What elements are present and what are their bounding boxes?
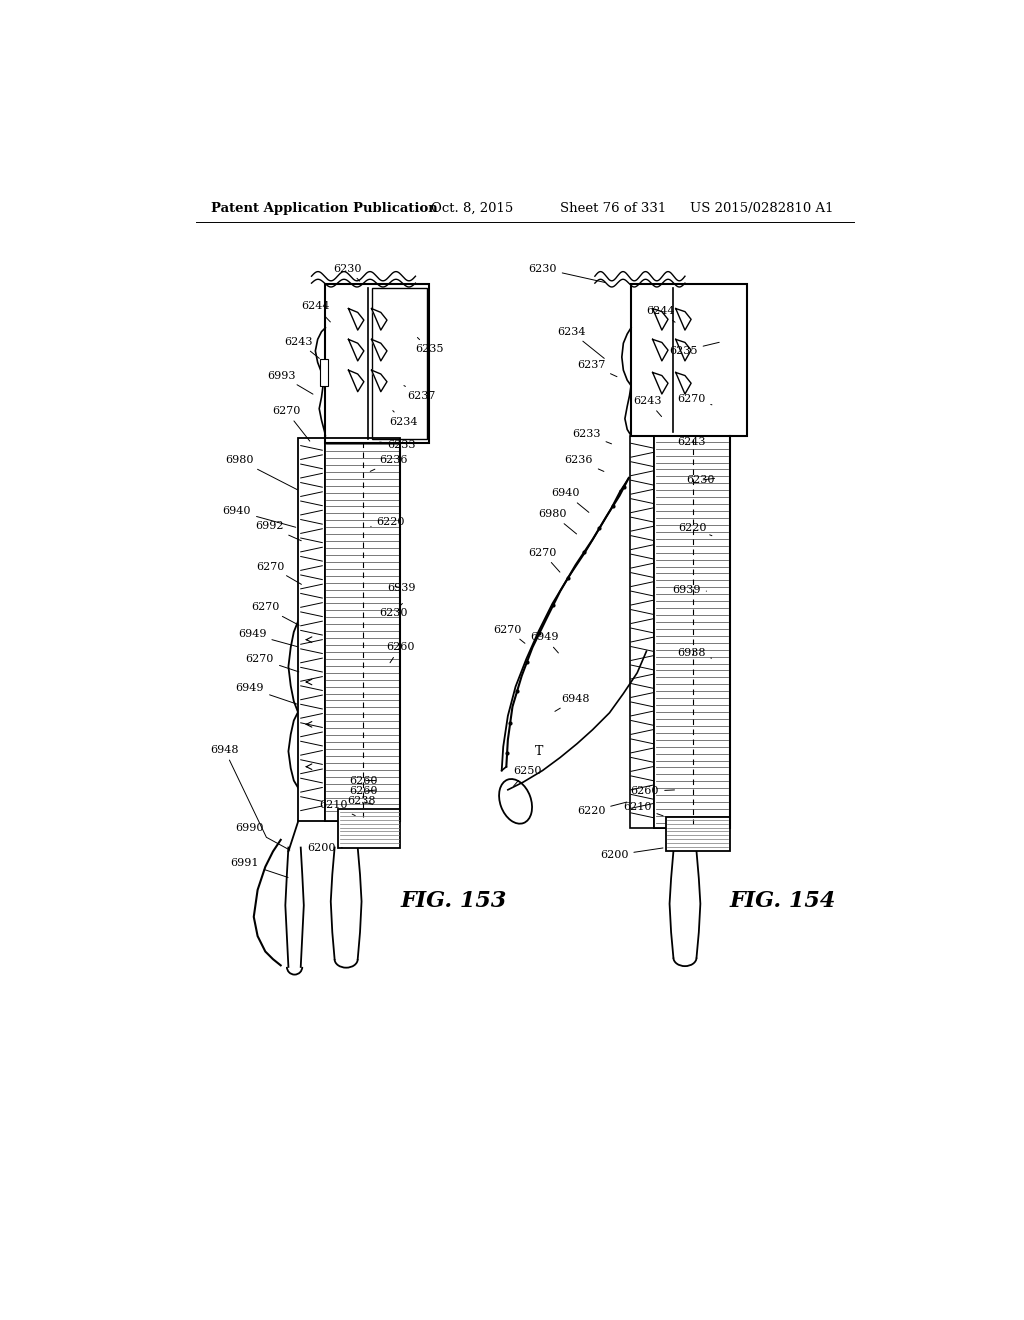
Text: Patent Application Publication: Patent Application Publication [211,202,438,215]
Text: 6238: 6238 [347,796,376,807]
Polygon shape [348,339,364,360]
Text: T: T [535,744,543,758]
Text: 6235: 6235 [415,338,443,354]
Text: 6236: 6236 [371,455,409,471]
Text: 6230: 6230 [686,475,715,486]
Text: 6243: 6243 [285,337,319,359]
Text: FIG. 153: FIG. 153 [400,891,507,912]
Polygon shape [676,309,691,330]
Text: 6948: 6948 [210,744,266,837]
Polygon shape [372,339,387,360]
Text: 6244: 6244 [646,306,675,322]
Bar [630,436,654,829]
Text: 6980: 6980 [225,455,298,490]
Text: 6250: 6250 [513,766,542,787]
Text: 6980: 6980 [539,510,577,533]
Text: 6260: 6260 [386,643,415,663]
Text: 6220: 6220 [679,523,712,536]
Text: 6236: 6236 [564,455,604,471]
Text: 6940: 6940 [551,488,589,512]
Text: 6233: 6233 [380,440,416,450]
Text: 6230: 6230 [528,264,605,282]
Bar [298,438,325,821]
Bar [326,284,429,444]
Text: 6243: 6243 [634,396,663,417]
Text: 6940: 6940 [222,506,296,527]
Bar [339,809,400,847]
Text: Oct. 8, 2015: Oct. 8, 2015 [431,202,513,215]
Text: 6270: 6270 [494,624,525,643]
Text: 6270: 6270 [257,561,301,585]
Polygon shape [652,339,668,360]
Polygon shape [676,372,691,395]
Text: 6991: 6991 [230,858,288,878]
Polygon shape [372,309,387,330]
Polygon shape [372,370,387,392]
Text: 6230: 6230 [334,264,361,281]
Text: 6210: 6210 [318,800,355,816]
Bar [654,436,730,829]
Bar [631,284,746,436]
Polygon shape [348,309,364,330]
Text: 6949: 6949 [238,630,297,647]
Text: 6939: 6939 [387,583,416,593]
Text: 6948: 6948 [555,694,590,711]
Text: 6990: 6990 [236,824,290,850]
Text: 6220: 6220 [577,803,627,816]
Text: 6270: 6270 [677,393,712,405]
Polygon shape [676,339,691,360]
Text: 6270: 6270 [528,548,560,572]
Text: 6200: 6200 [600,847,663,861]
Text: Sheet 76 of 331: Sheet 76 of 331 [560,202,667,215]
Text: 6260: 6260 [349,787,378,796]
Text: 6200: 6200 [307,842,342,853]
Text: 6235: 6235 [669,342,719,356]
Text: 6993: 6993 [267,371,313,395]
Bar [325,438,400,821]
Text: 6237: 6237 [577,360,617,376]
Text: US 2015/0282810 A1: US 2015/0282810 A1 [689,202,834,215]
Polygon shape [652,372,668,395]
Text: 6244: 6244 [301,301,331,322]
Text: 6260: 6260 [349,776,378,785]
Bar [372,288,427,440]
Text: 6237: 6237 [403,385,436,400]
Text: 6270: 6270 [246,653,299,672]
Text: 6260: 6260 [631,787,675,796]
Polygon shape [652,309,668,330]
Polygon shape [348,370,364,392]
Bar [319,359,328,385]
Text: 6243: 6243 [677,437,712,446]
Text: 6939: 6939 [672,585,707,594]
Text: 6949: 6949 [530,632,559,653]
Text: 6233: 6233 [572,429,611,444]
Text: 6230: 6230 [380,603,409,618]
Text: 6938: 6938 [677,648,712,659]
Text: FIG. 154: FIG. 154 [730,891,836,912]
Text: 6220: 6220 [371,517,406,527]
Text: 6210: 6210 [623,801,664,816]
Text: 6270: 6270 [272,407,310,441]
Text: 6234: 6234 [557,326,604,359]
Text: 6949: 6949 [236,684,297,704]
Text: 6992: 6992 [255,521,301,541]
Text: 6270: 6270 [251,602,299,626]
Text: 6234: 6234 [390,411,418,426]
Bar [666,817,730,851]
